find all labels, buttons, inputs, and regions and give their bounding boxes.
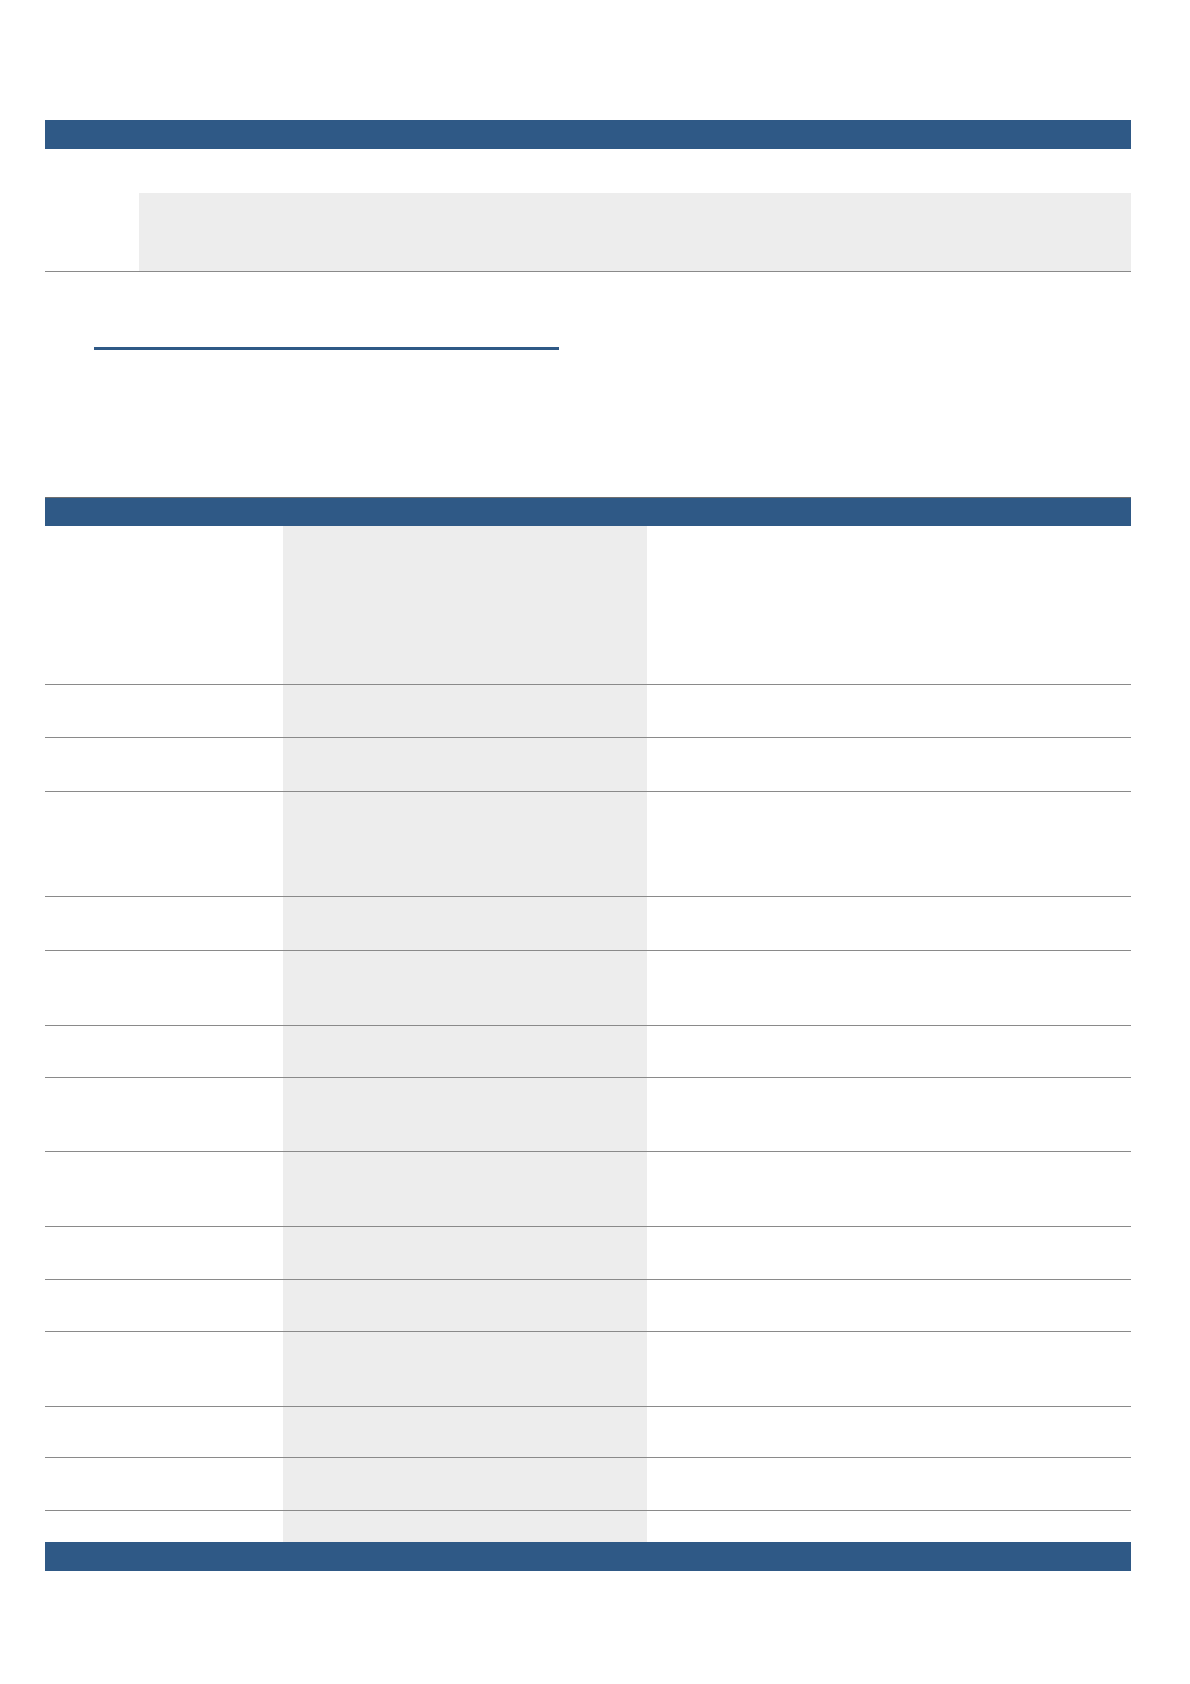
table-row-divider — [45, 1025, 1131, 1026]
table-header-row — [45, 497, 1131, 526]
table-row-divider — [45, 1226, 1131, 1227]
table-row-divider — [45, 1279, 1131, 1280]
info-divider — [45, 271, 1131, 272]
info-box — [139, 193, 1131, 271]
section-heading-underline — [94, 347, 559, 350]
table-row-divider — [45, 1151, 1131, 1152]
table-row-divider — [45, 950, 1131, 951]
table-row-divider — [45, 737, 1131, 738]
table-row-divider — [45, 684, 1131, 685]
table-row-divider — [45, 1510, 1131, 1511]
shaded-column — [283, 526, 647, 1542]
data-table — [45, 497, 1131, 1542]
table-row-divider — [45, 791, 1131, 792]
table-row-divider — [45, 1457, 1131, 1458]
table-row-divider — [45, 1406, 1131, 1407]
footer-bar — [45, 1542, 1131, 1571]
table-row-divider — [45, 1077, 1131, 1078]
table-row-divider — [45, 1331, 1131, 1332]
table-row-divider — [45, 896, 1131, 897]
top-header-bar — [45, 120, 1131, 149]
